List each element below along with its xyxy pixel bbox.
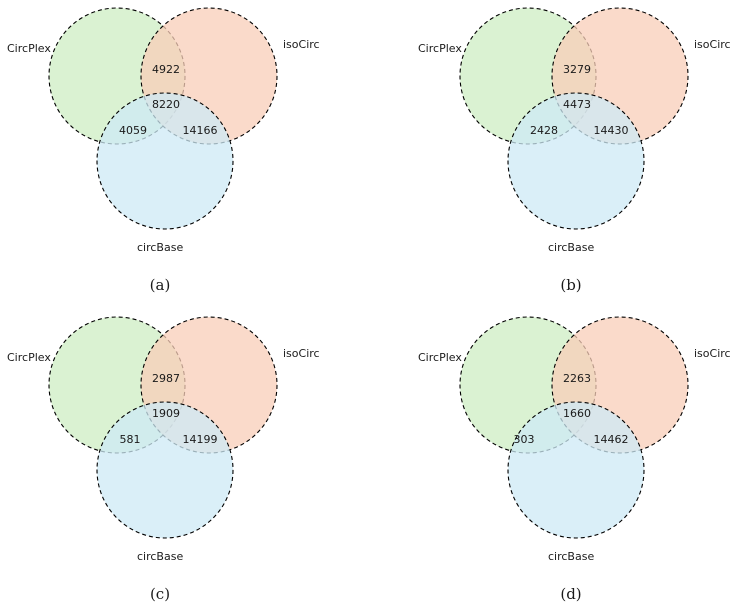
count-circplex-isocirc: 2987 bbox=[152, 372, 180, 385]
venn-panel-a: CircPlex isoCirc circBase 4922 8220 4059… bbox=[7, 7, 320, 294]
set-label-circbase: circBase bbox=[548, 550, 594, 563]
set-label-circplex: CircPlex bbox=[418, 351, 462, 364]
venn-panel-d: CircPlex isoCirc circBase 2263 1660 303 … bbox=[418, 316, 731, 603]
panel-caption: (c) bbox=[150, 585, 170, 603]
count-isocirc-circbase: 14166 bbox=[183, 124, 218, 137]
set-label-isocirc: isoCirc bbox=[694, 38, 731, 51]
count-circplex-isocirc: 2263 bbox=[563, 372, 591, 385]
circle-circbase bbox=[96, 401, 234, 539]
count-circplex-circbase: 303 bbox=[514, 433, 535, 446]
count-circplex-circbase: 581 bbox=[120, 433, 141, 446]
set-label-isocirc: isoCirc bbox=[694, 347, 731, 360]
set-label-circplex: CircPlex bbox=[418, 42, 462, 55]
count-all-three: 1660 bbox=[563, 407, 591, 420]
set-label-circbase: circBase bbox=[137, 550, 183, 563]
set-label-circplex: CircPlex bbox=[7, 351, 51, 364]
count-circplex-circbase: 2428 bbox=[530, 124, 558, 137]
set-label-circbase: circBase bbox=[548, 241, 594, 254]
count-circplex-circbase: 4059 bbox=[119, 124, 147, 137]
count-isocirc-circbase: 14462 bbox=[594, 433, 629, 446]
set-label-circbase: circBase bbox=[137, 241, 183, 254]
panel-caption: (d) bbox=[560, 585, 581, 603]
panel-caption: (a) bbox=[150, 276, 171, 294]
set-label-isocirc: isoCirc bbox=[283, 347, 320, 360]
circle-circbase bbox=[507, 401, 645, 539]
count-all-three: 8220 bbox=[152, 98, 180, 111]
count-all-three: 4473 bbox=[563, 98, 591, 111]
panel-caption: (b) bbox=[560, 276, 581, 294]
venn-panel-c: CircPlex isoCirc circBase 2987 1909 581 … bbox=[7, 316, 320, 603]
count-isocirc-circbase: 14199 bbox=[183, 433, 218, 446]
count-circplex-isocirc: 4922 bbox=[152, 63, 180, 76]
circle-circbase bbox=[507, 92, 645, 230]
count-all-three: 1909 bbox=[152, 407, 180, 420]
count-circplex-isocirc: 3279 bbox=[563, 63, 591, 76]
circle-circbase bbox=[96, 92, 234, 230]
set-label-circplex: CircPlex bbox=[7, 42, 51, 55]
count-isocirc-circbase: 14430 bbox=[594, 124, 629, 137]
venn-panel-b: CircPlex isoCirc circBase 3279 4473 2428… bbox=[418, 7, 731, 294]
set-label-isocirc: isoCirc bbox=[283, 38, 320, 51]
